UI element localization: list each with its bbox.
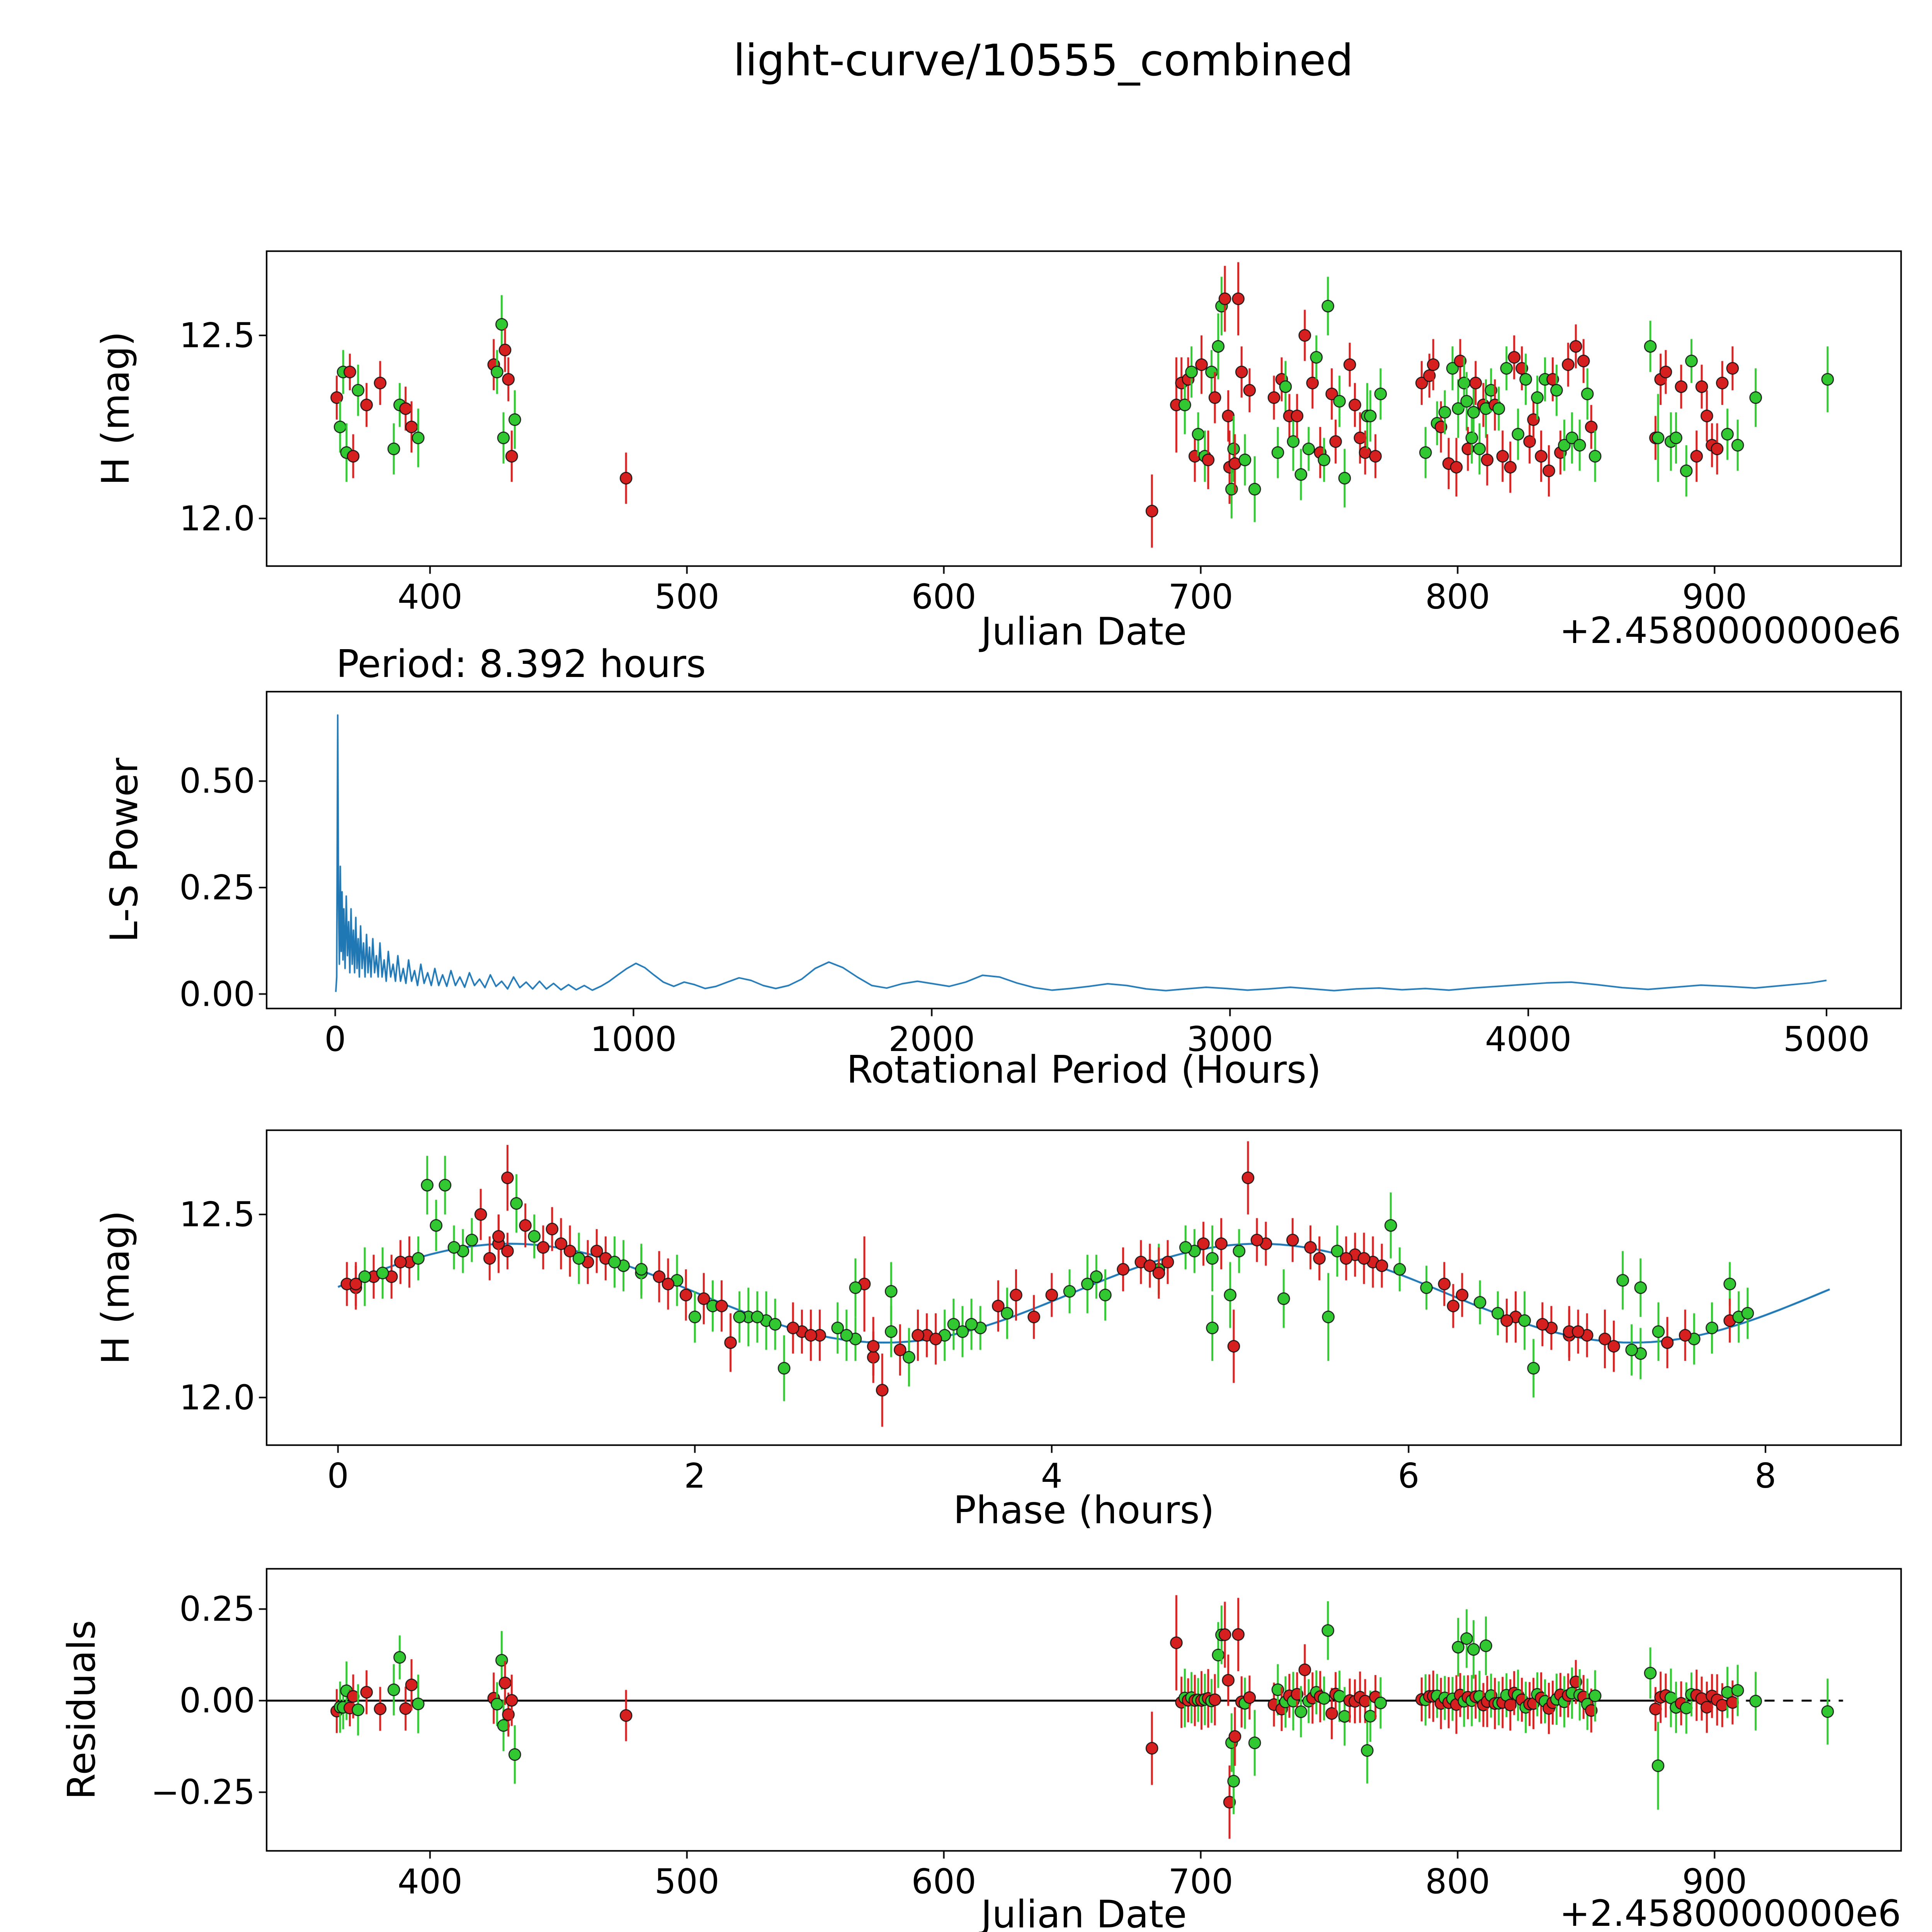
x-tick-label: 5000	[1783, 1019, 1870, 1059]
x-tick-label: 0	[327, 1456, 349, 1496]
y-tick-label: 0.50	[179, 761, 255, 801]
x-axis-offset-lightcurve: +2.4580000000e6	[1559, 610, 1901, 652]
x-tick-label: 3000	[1187, 1019, 1274, 1059]
x-tick-label: 0	[324, 1019, 346, 1059]
x-tick-label: 700	[1168, 1862, 1233, 1901]
y-axis-label-phase: H (mag)	[94, 1210, 138, 1365]
y-tick-label: 0.25	[179, 867, 255, 908]
period-annotation: Period: 8.392 hours	[336, 642, 706, 686]
y-tick-label: 12.5	[179, 315, 255, 355]
x-tick-label: 800	[1425, 1862, 1490, 1901]
x-tick-label: 4000	[1485, 1019, 1572, 1059]
x-tick-label: 900	[1682, 577, 1747, 617]
y-tick-label: 0.00	[179, 974, 255, 1014]
y-tick-label: 12.0	[179, 1378, 255, 1418]
y-tick-label: 0.00	[179, 1680, 255, 1721]
x-tick-label: 600	[911, 1862, 976, 1901]
x-tick-label: 900	[1682, 1862, 1747, 1901]
x-tick-label: 500	[654, 1862, 719, 1901]
x-tick-label: 800	[1425, 577, 1490, 617]
figure-title: light-curve/10555_combined	[733, 36, 1354, 86]
y-tick-label: 12.0	[179, 498, 255, 539]
x-tick-label: 600	[911, 577, 976, 617]
x-axis-label-residuals: Julian Date	[981, 1893, 1187, 1932]
x-tick-label: 2	[684, 1456, 706, 1496]
y-tick-label: −0.25	[151, 1772, 255, 1812]
x-tick-label: 500	[654, 577, 719, 617]
x-tick-label: 2000	[888, 1019, 975, 1059]
x-axis-offset-residuals: +2.4580000000e6	[1559, 1893, 1901, 1932]
x-tick-label: 1000	[590, 1019, 677, 1059]
x-tick-label: 4	[1041, 1456, 1063, 1496]
y-tick-label: 0.25	[179, 1589, 255, 1629]
x-tick-label: 400	[397, 1862, 463, 1901]
x-axis-label-periodogram: Rotational Period (Hours)	[846, 1048, 1321, 1092]
y-axis-label-periodogram: L-S Power	[102, 758, 146, 942]
y-axis-label-lightcurve: H (mag)	[94, 331, 138, 486]
x-tick-label: 6	[1398, 1456, 1420, 1496]
x-tick-label: 8	[1755, 1456, 1777, 1496]
x-tick-label: 700	[1168, 577, 1233, 617]
x-axis-label-lightcurve: Julian Date	[981, 610, 1187, 654]
y-axis-label-residuals: Residuals	[60, 1620, 104, 1800]
x-axis-label-phase: Phase (hours)	[953, 1488, 1214, 1532]
y-tick-label: 12.5	[179, 1194, 255, 1235]
x-tick-label: 400	[397, 577, 463, 617]
